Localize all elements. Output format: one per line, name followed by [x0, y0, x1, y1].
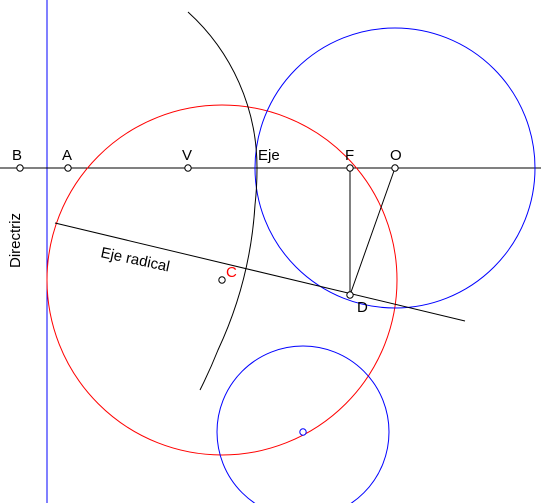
label-o: O: [390, 147, 402, 164]
point-f-marker: [347, 165, 353, 171]
bg: [0, 0, 541, 503]
directriz-label: Directriz: [7, 213, 24, 268]
label-v: V: [182, 147, 192, 164]
point-small_blue_center-marker: [300, 429, 306, 435]
point-c-marker: [219, 277, 225, 283]
point-d-marker: [347, 292, 353, 298]
label-d: D: [357, 299, 368, 316]
label-eje: Eje: [258, 147, 280, 164]
label-a: A: [62, 147, 72, 164]
point-a-marker: [65, 165, 71, 171]
point-v-marker: [185, 165, 191, 171]
label-b: B: [12, 147, 22, 164]
point-o-marker: [392, 165, 398, 171]
geometry-diagram: BAVEjeFOCDDirectrizEje radical: [0, 0, 541, 503]
label-f: F: [345, 147, 354, 164]
label-c: C: [226, 264, 237, 281]
point-b-marker: [17, 165, 23, 171]
